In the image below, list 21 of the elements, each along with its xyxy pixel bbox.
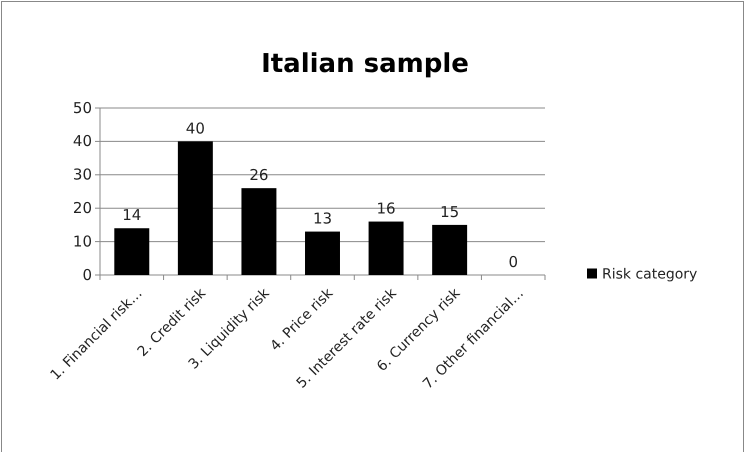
y-tick-label: 10 xyxy=(72,232,92,250)
data-label: 14 xyxy=(122,206,142,224)
data-label: 15 xyxy=(440,202,460,221)
y-tick-label: 0 xyxy=(82,266,92,284)
chart-title: Italian sample xyxy=(261,49,469,79)
y-tick-label: 30 xyxy=(72,166,92,184)
bar xyxy=(368,222,404,275)
bar xyxy=(114,228,150,275)
data-label: 0 xyxy=(508,253,518,271)
data-label: 26 xyxy=(249,166,268,184)
bar xyxy=(305,232,340,275)
y-tick-label: 50 xyxy=(72,98,92,117)
bar xyxy=(241,188,276,275)
data-label: 13 xyxy=(312,210,332,228)
data-label: 40 xyxy=(186,119,205,138)
bar xyxy=(178,141,213,275)
bar xyxy=(432,224,468,275)
data-label: 16 xyxy=(376,200,396,218)
legend-label: Risk category xyxy=(602,266,698,282)
y-tick-label: 20 xyxy=(72,199,92,217)
y-tick-label: 40 xyxy=(72,132,92,150)
